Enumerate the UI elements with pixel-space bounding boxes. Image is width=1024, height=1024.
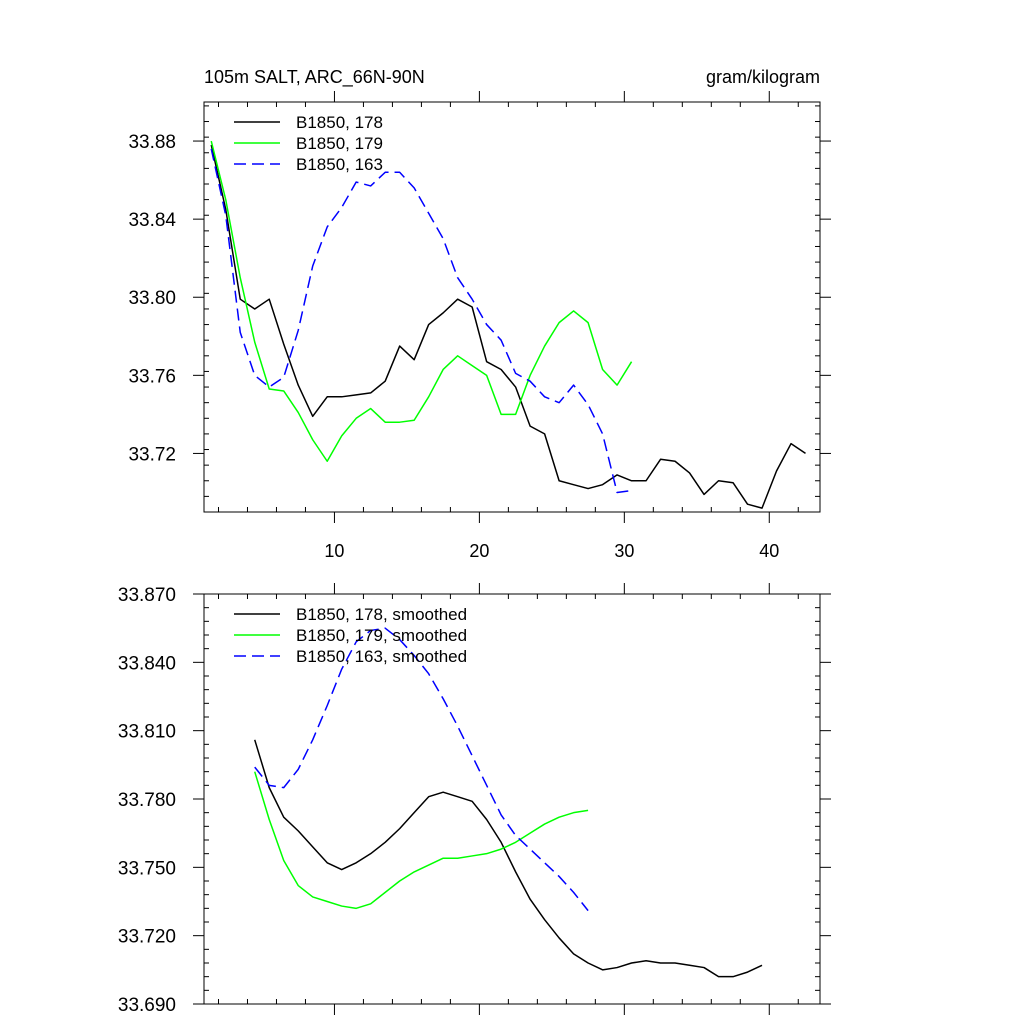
chart-title-right: gram/kilogram [706,67,820,87]
legend-label-2: B1850, 179, smoothed [296,626,467,645]
plot-frame-top [203,101,821,513]
y-tick-label: 33.750 [118,858,176,879]
y-tick-label: 33.80 [128,288,176,309]
legend-top: B1850, 178 B1850, 179 B1850, 163 [234,113,383,174]
y-tick-label: 33.870 [118,585,176,606]
legend-label-2: B1850, 179 [296,134,383,153]
y-tick-label: 33.84 [128,210,176,231]
series-line-2 [254,771,589,910]
x-tick-label: 20 [469,541,489,561]
y-tick-label: 33.88 [128,132,176,153]
series-line-1 [210,144,806,509]
series-layer-top [210,140,806,509]
x-tick-label: 10 [324,541,344,561]
series-layer-bottom [254,627,763,978]
y-tick-label: 33.720 [118,927,176,948]
bottom-line-chart: 33.690 33.720 33.750 33.780 33.810 33.840 33.8… [118,583,831,1016]
plot-frame-bottom [203,593,821,1005]
axes-bottom: 33.690 33.720 33.750 33.780 33.810 33.840 33.8… [118,583,831,1016]
y-tick-label: 33.810 [118,722,176,743]
axes-top: 10 20 30 40 33.72 33.76 33.80 33.84 33.88 [128,91,831,561]
legend-label-3: B1850, 163, smoothed [296,647,467,666]
series-line-3 [210,148,632,494]
series-line-2 [210,140,633,462]
chart-title-left: 105m SALT, ARC_66N-90N [204,67,425,88]
legend-bottom: B1850, 178, smoothed B1850, 179, smoothed… [234,605,467,666]
series-line-3 [254,627,589,912]
series-line-1 [254,739,763,978]
y-tick-label: 33.76 [128,366,176,387]
y-tick-label: 33.840 [118,653,176,674]
top-line-chart: 105m SALT, ARC_66N-90N gram/kilogram 10 2… [128,67,831,561]
legend-label-1: B1850, 178 [296,113,383,132]
y-tick-label: 33.690 [118,995,176,1016]
y-tick-label: 33.72 [128,444,176,465]
y-tick-label: 33.780 [118,790,176,811]
legend-label-1: B1850, 178, smoothed [296,605,467,624]
x-tick-label: 30 [614,541,634,561]
legend-label-3: B1850, 163 [296,155,383,174]
x-tick-label: 40 [759,541,779,561]
